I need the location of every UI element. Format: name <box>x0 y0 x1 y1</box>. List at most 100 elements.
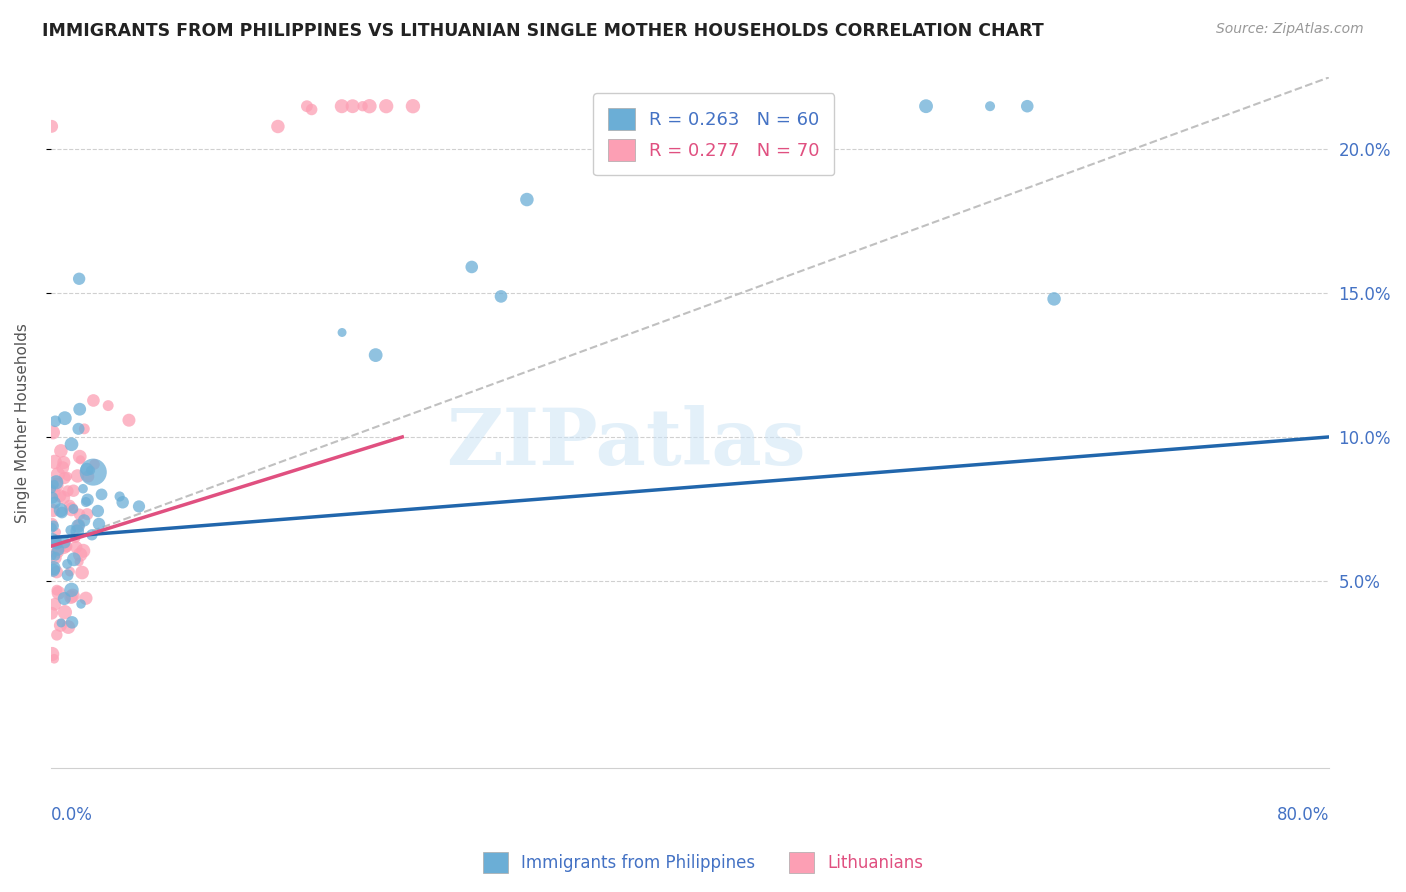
Point <box>76 507 98 521</box>
Point <box>44 455 66 469</box>
Point <box>62 502 84 516</box>
Point <box>375 99 398 113</box>
Point <box>67 422 90 436</box>
Text: 80.0%: 80.0% <box>1277 805 1329 823</box>
Point <box>59 565 82 579</box>
Point <box>49 618 72 632</box>
Point <box>58 620 80 634</box>
Point <box>46 467 69 482</box>
Point <box>516 193 538 207</box>
Point <box>67 272 90 286</box>
Point <box>108 490 131 504</box>
Point <box>915 99 938 113</box>
Point <box>45 525 67 540</box>
Legend: Immigrants from Philippines, Lithuanians: Immigrants from Philippines, Lithuanians <box>477 846 929 880</box>
Point <box>44 550 66 565</box>
Point <box>402 99 425 113</box>
Point <box>359 99 381 113</box>
Point <box>69 450 91 464</box>
Point <box>44 597 66 611</box>
Point <box>53 605 76 619</box>
Point <box>41 647 63 661</box>
Point <box>48 586 70 600</box>
Point <box>62 589 84 603</box>
Point <box>60 582 83 597</box>
Point <box>42 519 65 533</box>
Point <box>70 566 93 580</box>
Point <box>301 103 323 117</box>
Point <box>69 548 91 562</box>
Point <box>87 516 110 531</box>
Point <box>42 563 65 577</box>
Point <box>67 519 90 533</box>
Point <box>69 402 91 417</box>
Point <box>79 463 101 477</box>
Point <box>41 517 63 532</box>
Text: ZIPatlas: ZIPatlas <box>446 405 806 482</box>
Y-axis label: Single Mother Households: Single Mother Households <box>15 323 30 523</box>
Point <box>60 437 83 451</box>
Point <box>55 540 77 554</box>
Point <box>46 542 69 557</box>
Point <box>59 523 82 537</box>
Point <box>330 99 353 113</box>
Point <box>45 549 67 564</box>
Point <box>82 465 104 479</box>
Point <box>70 597 93 611</box>
Point <box>352 99 374 113</box>
Point <box>97 399 120 413</box>
Point <box>51 506 73 520</box>
Point <box>128 500 150 514</box>
Point <box>489 289 512 303</box>
Point <box>111 495 134 509</box>
Point <box>45 565 67 579</box>
Point <box>1017 99 1039 113</box>
Point <box>710 99 733 113</box>
Point <box>66 469 89 483</box>
Point <box>65 540 87 554</box>
Point <box>49 615 72 630</box>
Point <box>53 591 76 606</box>
Point <box>69 453 91 467</box>
Point <box>46 537 69 551</box>
Point <box>83 458 105 472</box>
Point <box>76 462 98 476</box>
Text: Source: ZipAtlas.com: Source: ZipAtlas.com <box>1216 22 1364 37</box>
Point <box>41 521 63 535</box>
Point <box>63 531 86 545</box>
Text: IMMIGRANTS FROM PHILIPPINES VS LITHUANIAN SINGLE MOTHER HOUSEHOLDS CORRELATION C: IMMIGRANTS FROM PHILIPPINES VS LITHUANIA… <box>42 22 1043 40</box>
Point <box>267 120 290 134</box>
Point <box>73 422 96 436</box>
Point <box>45 475 67 490</box>
Point <box>46 545 69 559</box>
Point <box>60 615 83 630</box>
Point <box>77 469 100 483</box>
Point <box>52 456 75 470</box>
Point <box>330 326 353 340</box>
Point <box>41 533 63 547</box>
Point <box>80 528 103 542</box>
Point <box>59 590 82 604</box>
Point <box>44 652 66 666</box>
Point <box>49 503 72 517</box>
Text: 0.0%: 0.0% <box>51 805 93 823</box>
Point <box>53 541 76 555</box>
Point <box>52 491 75 505</box>
Point <box>59 499 82 513</box>
Point <box>72 544 94 558</box>
Point <box>73 513 96 527</box>
Point <box>45 583 67 598</box>
Point <box>49 489 72 503</box>
Point <box>461 260 484 274</box>
Point <box>49 443 72 458</box>
Point <box>53 471 76 485</box>
Point <box>42 503 65 517</box>
Point <box>44 477 66 491</box>
Point <box>41 491 63 505</box>
Point <box>45 478 67 492</box>
Point <box>69 508 91 522</box>
Point <box>76 492 98 507</box>
Point <box>42 425 65 440</box>
Point <box>62 483 84 498</box>
Point <box>67 517 90 532</box>
